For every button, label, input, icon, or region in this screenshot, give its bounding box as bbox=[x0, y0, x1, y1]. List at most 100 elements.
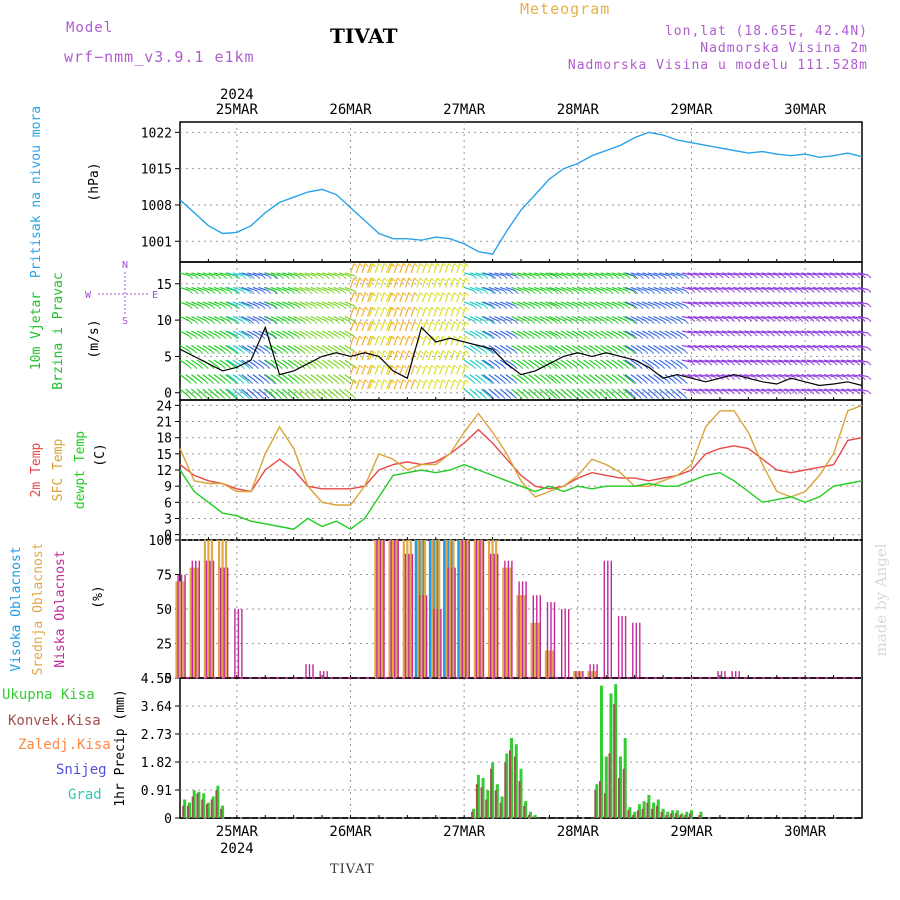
wind-barb bbox=[338, 272, 349, 277]
wind-barb bbox=[344, 330, 354, 337]
wind-barb bbox=[675, 388, 685, 396]
wind-barb bbox=[480, 315, 491, 322]
wind-barb-flag bbox=[465, 306, 470, 311]
wind-barb bbox=[750, 301, 761, 305]
wind-barb-flag bbox=[678, 365, 683, 369]
wind-barb-flag bbox=[436, 263, 441, 267]
wind-barb-flag bbox=[614, 365, 618, 369]
wind-barb-flag bbox=[570, 275, 574, 280]
wind-barb-flag bbox=[542, 320, 547, 325]
year-label-top: 2024 bbox=[220, 87, 254, 103]
wind-barb bbox=[721, 330, 732, 334]
wind-barb bbox=[710, 272, 721, 276]
wind-barb-flag bbox=[839, 318, 843, 322]
wind-barb bbox=[795, 344, 806, 349]
wind-barb bbox=[784, 344, 795, 349]
mid-cloud-bar bbox=[587, 671, 590, 678]
wind-barb bbox=[554, 344, 565, 352]
wind-barb bbox=[801, 315, 812, 320]
wind-barb-flag bbox=[673, 320, 678, 325]
wind-barb-flag bbox=[211, 335, 215, 340]
wind-barb bbox=[670, 330, 680, 337]
wind-barb bbox=[480, 359, 490, 367]
wind-barb bbox=[293, 315, 303, 322]
wind-barb bbox=[554, 315, 565, 322]
wind-barb-flag bbox=[199, 365, 204, 369]
wind-barb bbox=[755, 330, 766, 334]
wind-barb bbox=[653, 388, 662, 396]
low-cloud-bar bbox=[482, 540, 485, 678]
low-cloud-bar bbox=[205, 560, 208, 678]
wind-barb bbox=[664, 330, 675, 337]
wind-barb bbox=[227, 388, 236, 396]
wind-barb bbox=[208, 272, 219, 277]
wind-barb bbox=[761, 315, 772, 320]
wind-barb bbox=[600, 272, 611, 277]
wind-barb-flag bbox=[597, 365, 601, 369]
wind-barb-flag bbox=[731, 289, 735, 293]
wind-barb bbox=[219, 301, 230, 307]
wind-barb bbox=[698, 374, 710, 378]
wind-barb bbox=[238, 272, 249, 277]
wind-barb bbox=[349, 292, 355, 303]
low-cloud-bar bbox=[561, 609, 563, 678]
wind-barb bbox=[368, 364, 374, 375]
wind-barb bbox=[421, 379, 427, 390]
wind-barb bbox=[499, 344, 510, 352]
low-cloud-bar bbox=[468, 540, 470, 678]
wind-barb bbox=[185, 388, 194, 396]
y-tick-label: 0 bbox=[164, 672, 172, 687]
wind-barb-flag bbox=[234, 305, 239, 310]
precip-conv-bar bbox=[674, 813, 677, 818]
wind-barb bbox=[232, 388, 242, 396]
wind-barb bbox=[611, 359, 621, 367]
wind-barb bbox=[778, 359, 789, 363]
wind-barb-flag bbox=[210, 380, 215, 384]
wind-barb-flag bbox=[348, 290, 352, 295]
wind-barb-flag bbox=[391, 335, 396, 340]
wind-barb bbox=[355, 277, 361, 288]
wind-barb-flag bbox=[609, 320, 613, 325]
wind-barb-flag bbox=[261, 320, 266, 325]
wind-barb-flag bbox=[536, 380, 540, 384]
wind-barb-flag bbox=[436, 306, 441, 311]
wind-barb-flag bbox=[531, 320, 536, 325]
wind-barb bbox=[450, 277, 455, 288]
low-cloud-bar bbox=[191, 560, 193, 678]
wind-barb bbox=[500, 272, 510, 277]
wind-barb-flag bbox=[850, 332, 855, 337]
wind-barb-flag bbox=[645, 305, 650, 310]
wind-barb-flag bbox=[364, 379, 369, 384]
y-tick-label: 100 bbox=[149, 534, 172, 549]
wind-barb bbox=[511, 330, 521, 337]
wind-barb-flag bbox=[347, 365, 351, 369]
wind-barb-flag bbox=[279, 335, 284, 340]
wind-barb-flag bbox=[587, 275, 591, 280]
wind-barb bbox=[858, 286, 869, 291]
precip-conv-bar bbox=[679, 814, 682, 818]
wind-barb-flag bbox=[649, 380, 654, 384]
wind-barb-flag bbox=[620, 350, 624, 355]
precip-conv-bar bbox=[670, 813, 673, 818]
wind-barb-flag bbox=[742, 332, 747, 337]
year-label-bottom: 2024 bbox=[220, 841, 254, 857]
low-cloud-bar bbox=[521, 581, 524, 678]
wind-barb bbox=[744, 388, 755, 392]
wind-barb-flag bbox=[697, 318, 701, 322]
dewpt-axis-title: dewpt Temp bbox=[73, 431, 88, 509]
wind-barb bbox=[554, 272, 565, 277]
wind-barb bbox=[276, 374, 285, 382]
wind-barb bbox=[539, 272, 550, 277]
wind-barb-flag bbox=[548, 320, 553, 325]
wind-barb-flag bbox=[397, 379, 401, 384]
wind-barb bbox=[385, 306, 391, 317]
wind-barb bbox=[823, 286, 835, 291]
wind-barb-flag bbox=[306, 380, 311, 384]
wind-barb bbox=[219, 374, 229, 382]
wind-barb-flag bbox=[223, 290, 227, 295]
wind-barb bbox=[560, 344, 570, 352]
wind-barb bbox=[642, 272, 653, 277]
wind-barb bbox=[823, 359, 835, 363]
wind-barb-flag bbox=[765, 303, 770, 308]
wind-barb-flag bbox=[228, 320, 233, 325]
